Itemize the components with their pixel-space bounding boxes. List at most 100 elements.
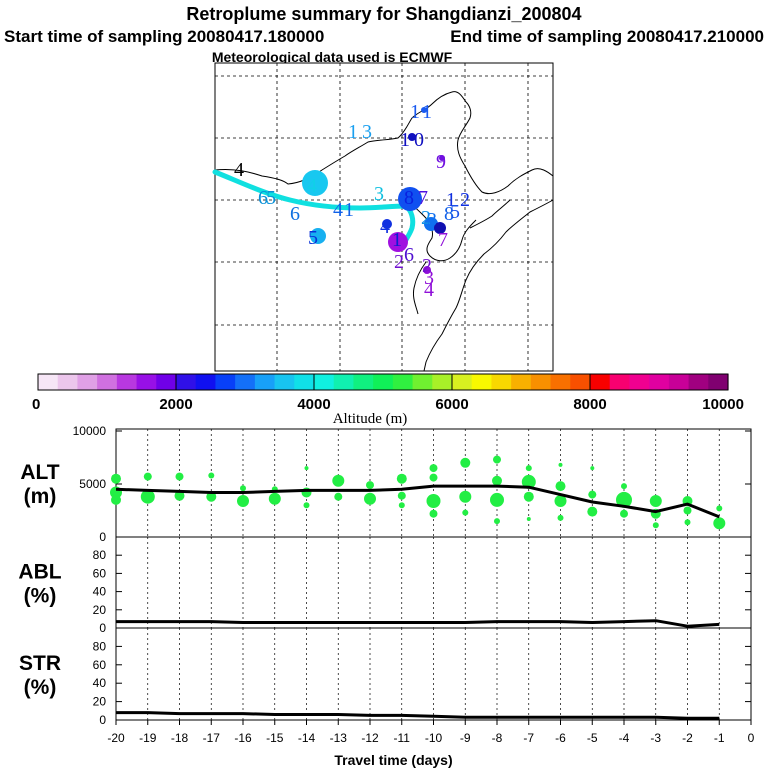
x-tick-label: -16 — [234, 731, 252, 745]
map-label: 1 — [410, 101, 420, 123]
x-tick-label: -5 — [587, 731, 598, 745]
colorbar-cell — [333, 374, 355, 390]
colorbar-cell — [491, 374, 512, 390]
colorbar-cell — [156, 374, 177, 390]
alt-scatter-point — [652, 522, 659, 529]
alt-scatter-point — [429, 473, 438, 482]
colorbar-cell — [314, 374, 335, 390]
map-label: 5 — [308, 227, 318, 249]
colorbar-cell — [97, 374, 118, 390]
alt-scatter-point — [590, 466, 595, 471]
alt-scatter-point — [713, 517, 726, 530]
map-label: 1 — [446, 189, 456, 211]
colorbar-cell — [176, 374, 197, 390]
colorbar-cell — [609, 374, 631, 390]
colorbar-cell — [668, 374, 690, 390]
abl-ytick-label: 0 — [99, 621, 106, 635]
map-label: 4 — [380, 216, 390, 238]
map-label: 8 — [444, 203, 454, 225]
colorbar-cell — [649, 374, 670, 390]
x-tick-label: -2 — [682, 731, 693, 745]
alt-scatter-point — [429, 509, 438, 518]
alt-scatter-point — [462, 509, 469, 516]
alt-scatter-point — [620, 509, 628, 518]
x-tick-label: -15 — [266, 731, 284, 745]
colorbar-tick-label: 8000 — [573, 396, 606, 413]
alt-ytick-label: 0 — [99, 530, 106, 544]
alt-scatter-point — [587, 506, 598, 517]
map-label: 4 — [234, 159, 244, 181]
cluster-blob — [302, 170, 328, 196]
map-label: 4 — [333, 199, 343, 221]
map-label: 3 — [374, 183, 384, 205]
alt-scatter-point — [554, 495, 567, 507]
str-title: STR — [19, 652, 61, 675]
colorbar-cell — [412, 374, 433, 390]
x-tick-label: -20 — [107, 731, 125, 745]
colorbar-cell — [215, 374, 236, 390]
cluster-blob — [398, 187, 422, 211]
colorbar-tick-label: 6000 — [435, 396, 468, 413]
map-label: 3 — [424, 267, 434, 289]
x-tick-label: -17 — [203, 731, 221, 745]
colorbar-cell — [452, 374, 473, 390]
alt-scatter-point — [303, 502, 310, 509]
met-data-label: Meteorological data used is ECMWF — [212, 49, 453, 65]
colorbar-cell — [629, 374, 650, 390]
alt-scatter-point — [558, 462, 563, 467]
x-tick-label: -19 — [139, 731, 157, 745]
alt-scatter-point — [621, 483, 627, 490]
alt-scatter-point — [143, 472, 152, 481]
x-tick-label: -12 — [361, 731, 379, 745]
cluster-blob — [434, 222, 446, 234]
alt-scatter-point — [490, 492, 504, 507]
map-label: 3 — [362, 121, 372, 143]
alt-scatter-point — [208, 472, 215, 479]
map-gridlines — [215, 63, 553, 371]
map-label: 8 — [404, 187, 414, 209]
colorbar-cell — [235, 374, 256, 390]
colorbar-cell — [294, 374, 315, 390]
colorbar-cell — [530, 374, 552, 390]
abl-panel: 0 20 40 60 80 ABL(%) — [18, 536, 752, 635]
alt-scatter-point — [716, 505, 723, 512]
map-label: 1 — [392, 229, 402, 251]
alt-scatter-point — [268, 492, 281, 505]
alt-title: ALT — [20, 461, 59, 484]
alt-scatter-point — [174, 490, 185, 501]
map-label: 3 — [427, 209, 437, 231]
alt-scatter-point — [429, 464, 438, 473]
start-time-label: Start time of sampling 20080417.180000 — [4, 27, 324, 46]
str-ytick-label: 20 — [93, 695, 107, 709]
str-ytick-label: 80 — [93, 639, 107, 653]
alt-scatter-point — [557, 514, 564, 521]
alt-scatter-point — [588, 490, 597, 499]
cluster-blob — [421, 107, 427, 113]
cluster-blobs — [302, 107, 446, 274]
abl-ytick-label: 40 — [93, 585, 107, 599]
alt-scatter-point — [111, 494, 121, 505]
alt-scatter-point — [460, 457, 471, 468]
abl-ytick-label: 20 — [93, 603, 107, 617]
abl-ytick-label: 80 — [93, 548, 107, 562]
map-label: 9 — [436, 151, 446, 173]
colorbar-cell — [392, 374, 414, 390]
alt-scatter-point — [396, 473, 407, 484]
alt-ytick-label: 5000 — [79, 477, 106, 491]
colorbar-cell — [373, 374, 394, 390]
x-axis-label: Travel time (days) — [334, 752, 452, 768]
alt-scatter-point — [334, 492, 343, 501]
map-label: 1 — [422, 101, 432, 123]
end-time-label: End time of sampling 20080417.210000 — [450, 27, 764, 46]
str-unit: (%) — [24, 676, 57, 699]
alt-scatter-point — [555, 481, 566, 492]
x-tick-label: -10 — [425, 731, 443, 745]
colorbar-cell — [432, 374, 453, 390]
alt-scatter-point — [521, 474, 536, 489]
alt-scatter-point — [304, 466, 309, 471]
map-label: 5 — [266, 187, 276, 209]
alt-scatter-point — [140, 489, 155, 504]
